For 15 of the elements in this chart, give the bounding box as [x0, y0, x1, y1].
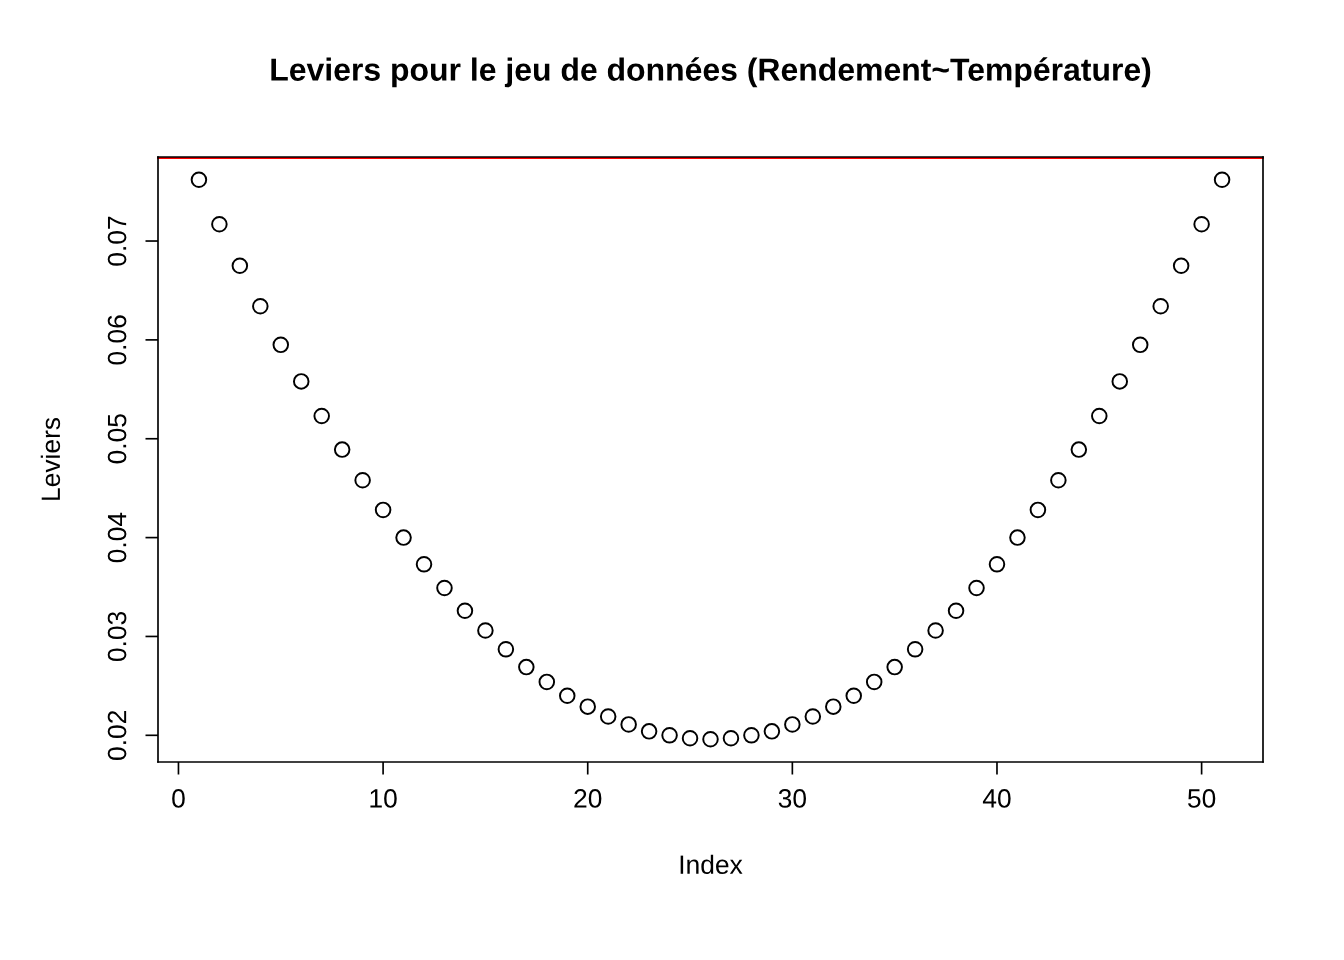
x-tick-label: 30 — [778, 789, 806, 808]
x-tick-label: 20 — [574, 789, 602, 808]
y-tick-label: 0.03 — [107, 611, 127, 662]
chart-title: Leviers pour le jeu de données (Rendement~Température) — [271, 57, 1151, 88]
x-tick-label: 40 — [982, 789, 1011, 808]
x-tick-label: 10 — [370, 789, 397, 808]
y-tick-label: 0.07 — [107, 216, 127, 266]
y-tick-label: 0.02 — [107, 710, 127, 760]
y-tick-label: 0.05 — [107, 414, 127, 464]
y-axis-title: Leviers — [40, 417, 61, 500]
x-axis-title: Index — [680, 854, 743, 875]
x-tick-label: 0 — [172, 789, 185, 808]
y-tick-label: 0.04 — [107, 512, 127, 563]
y-tick-label: 0.06 — [107, 315, 127, 365]
x-tick-label: 50 — [1187, 789, 1216, 808]
